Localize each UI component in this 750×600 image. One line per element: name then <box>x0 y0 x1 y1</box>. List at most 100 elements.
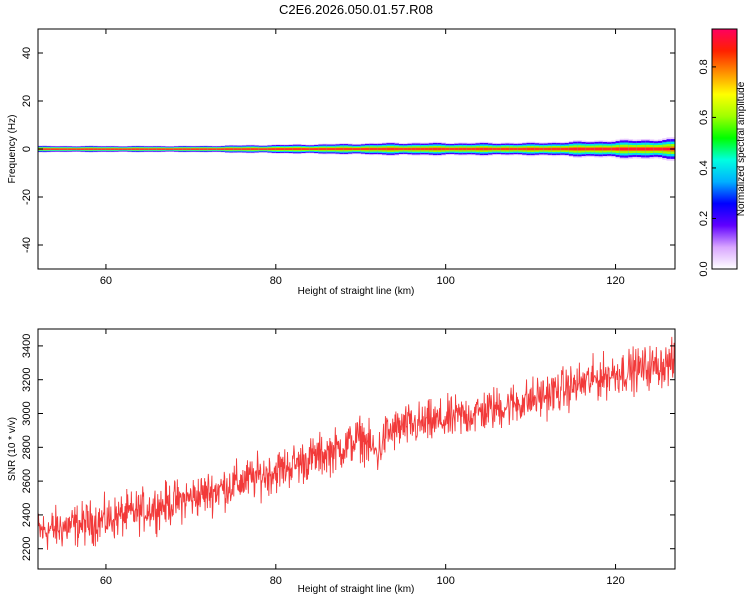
spectrogram-cell <box>573 148 578 150</box>
spectrogram-cell <box>598 148 604 150</box>
spectrogram-cell <box>114 148 120 150</box>
spectrogram-cell <box>144 148 149 150</box>
spectrogram-cell <box>105 148 111 150</box>
snr-series-line <box>37 336 676 550</box>
spectrogram-cell <box>534 148 540 150</box>
spectrogram-cell <box>292 148 298 150</box>
spectrogram-cell <box>76 148 81 150</box>
spectrogram-cell <box>441 148 447 150</box>
spectrogram-cell <box>641 148 646 150</box>
spectrogram-cell <box>649 148 655 150</box>
spectrogram-cell <box>352 148 357 150</box>
colorbar-frame <box>711 28 738 270</box>
spectrogram-cell <box>509 148 515 150</box>
spectrogram-cell <box>178 148 183 150</box>
spectrogram-cell <box>233 148 239 150</box>
spectrogram-cell <box>216 148 222 150</box>
spectrogram-cell <box>84 148 90 150</box>
spectrogram-cell <box>258 148 264 150</box>
spectrogram-cell <box>212 148 217 150</box>
spectrogram-cell <box>611 148 617 150</box>
spectrogram-ytick-label: -20 <box>21 189 33 205</box>
spectrogram-ytick-label: 20 <box>21 95 33 107</box>
spectrogram-cell <box>428 148 434 150</box>
spectrogram-cell <box>190 148 196 150</box>
colorbar: 0.0 0.2 0.4 0.6 0.8 Normalized spectral ampl… <box>698 28 747 277</box>
spectrogram-cell <box>666 148 672 150</box>
colorbar-tick-label: 0.0 <box>698 261 710 276</box>
spectrogram-cell <box>309 148 315 150</box>
spectrogram-cell <box>394 148 400 150</box>
spectrogram-cell <box>556 148 561 150</box>
spectrogram-cell <box>360 148 366 150</box>
spectrogram-cell <box>280 148 285 150</box>
spectrogram-cell <box>479 148 485 150</box>
spectrogram-cell <box>585 148 591 150</box>
spectrogram-cell <box>577 148 583 150</box>
spectrogram-cell <box>152 148 158 150</box>
snr-xtick-label: 80 <box>270 575 282 587</box>
spectrogram-cell <box>224 148 230 150</box>
snr-ytick-label: 3000 <box>21 401 33 425</box>
spectrogram-xtick-label: 120 <box>606 275 624 287</box>
spectrogram-cell <box>445 148 451 150</box>
spectrogram-cell <box>466 148 472 150</box>
spectrogram-cell <box>301 148 307 150</box>
spectrogram-cell <box>632 148 638 150</box>
spectrogram-cell <box>364 148 370 150</box>
spectrogram-cell <box>437 148 442 150</box>
spectrogram-cell <box>607 148 612 150</box>
spectrogram-cell <box>488 148 493 150</box>
spectrogram-cell <box>628 148 634 150</box>
spectrogram-cell <box>46 148 52 150</box>
spectrogram-cell <box>411 148 417 150</box>
spectrogram-cell <box>135 148 141 150</box>
spectrogram-cell <box>492 148 498 150</box>
spectrogram-cell <box>250 148 256 150</box>
spectrogram-cell <box>662 148 668 150</box>
spectrogram-cell <box>462 148 468 150</box>
spectrogram-cell <box>377 148 383 150</box>
spectrogram-cell <box>658 148 663 150</box>
spectrogram-xtick-label: 100 <box>437 275 455 287</box>
snr-ytick-label: 3200 <box>21 367 33 391</box>
spectrogram-cell <box>615 148 621 150</box>
spectrogram-cell <box>93 148 98 150</box>
spectrogram-cell <box>424 148 430 150</box>
spectrogram-cell <box>335 148 341 150</box>
spectrogram-cell <box>118 148 124 150</box>
colorbar-tick-label: 0.2 <box>698 211 710 226</box>
spectrogram-cell <box>568 148 574 150</box>
spectrogram-cell <box>271 148 277 150</box>
spectrogram-cell <box>619 148 625 150</box>
colorbar-ticks: 0.0 0.2 0.4 0.6 0.8 <box>698 28 738 277</box>
spectrogram-cell <box>339 148 345 150</box>
spectrogram-cell <box>241 148 247 150</box>
spectrogram-cell <box>288 148 294 150</box>
spectrogram-cell <box>369 148 374 150</box>
spectrogram-ytick-label: -40 <box>21 237 33 253</box>
spectrogram-cell <box>590 148 595 150</box>
snr-ytick-label: 2200 <box>21 536 33 560</box>
spectrogram-cell <box>220 148 226 150</box>
spectrogram-ytick-label: 40 <box>21 47 33 59</box>
spectrogram-cell <box>186 148 192 150</box>
spectrogram-cell <box>551 148 557 150</box>
spectrogram-cell <box>63 148 69 150</box>
spectrogram-cell <box>500 148 506 150</box>
spectrogram-cell <box>297 148 302 150</box>
snr-frame <box>37 328 676 570</box>
spectrogram-cell <box>267 148 273 150</box>
spectrogram-cell <box>110 148 115 150</box>
spectrogram-cell <box>139 148 145 150</box>
spectrogram-cell <box>543 148 549 150</box>
colorbar-tick-label: 0.6 <box>698 110 710 125</box>
spectrogram-cell <box>483 148 489 150</box>
spectrogram-cell <box>594 148 600 150</box>
spectrogram-cell <box>50 148 56 150</box>
spectrogram-cell <box>284 148 290 150</box>
spectrogram-cell <box>88 148 94 150</box>
colorbar-gradient <box>712 29 737 269</box>
spectrogram-cell <box>203 148 209 150</box>
snr-ticks: 60 80 100 120 2200 2400 2600 2800 3000 3200 3400 <box>21 329 675 587</box>
